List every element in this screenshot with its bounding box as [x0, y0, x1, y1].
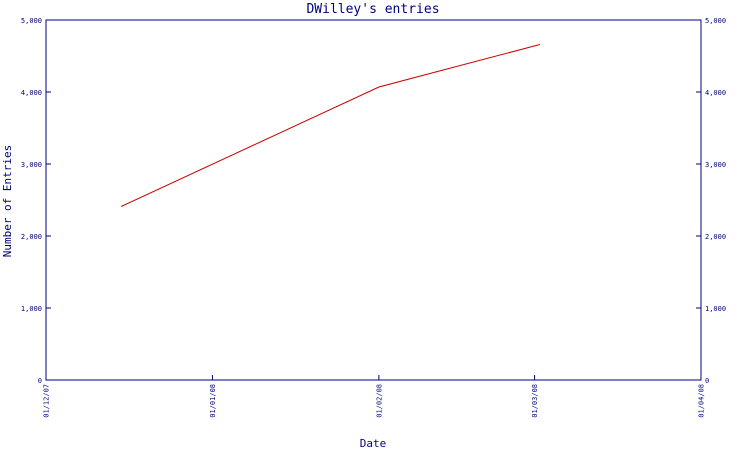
y-tick-label-right: 5,000 — [705, 17, 726, 25]
y-tick-label-left: 0 — [38, 377, 42, 385]
series-group — [120, 44, 541, 207]
axis-ticks: 0 0 1,000 1,000 2,000 2,000 3,000 3,000 4,000 4,0… — [21, 17, 726, 418]
chart-title: DWilley's entries — [306, 2, 439, 17]
y-tick-label-right: 2,000 — [705, 233, 726, 241]
x-tick-label: 01/03/08 — [531, 384, 539, 418]
y-tick-label-left: 5,000 — [21, 17, 42, 25]
x-tick-label: 01/04/08 — [698, 384, 706, 418]
y-axis-label: Number of Entries — [1, 145, 14, 258]
series-line — [120, 44, 541, 207]
y-tick-label-left: 3,000 — [21, 161, 42, 169]
x-tick-label: 01/01/08 — [209, 384, 217, 418]
x-tick-label: 01/02/08 — [375, 384, 383, 418]
y-tick-label-left: 1,000 — [21, 305, 42, 313]
y-tick-label-left: 2,000 — [21, 233, 42, 241]
y-tick-label-left: 4,000 — [21, 89, 42, 97]
y-tick-label-right: 1,000 — [705, 305, 726, 313]
y-tick-label-right: 0 — [705, 377, 709, 385]
y-tick-label-right: 4,000 — [705, 89, 726, 97]
x-tick-label: 01/12/07 — [43, 384, 51, 418]
y-tick-label-right: 3,000 — [705, 161, 726, 169]
x-axis-label: Date — [360, 437, 387, 450]
plot-area — [45, 19, 702, 381]
plot-border — [45, 19, 702, 381]
